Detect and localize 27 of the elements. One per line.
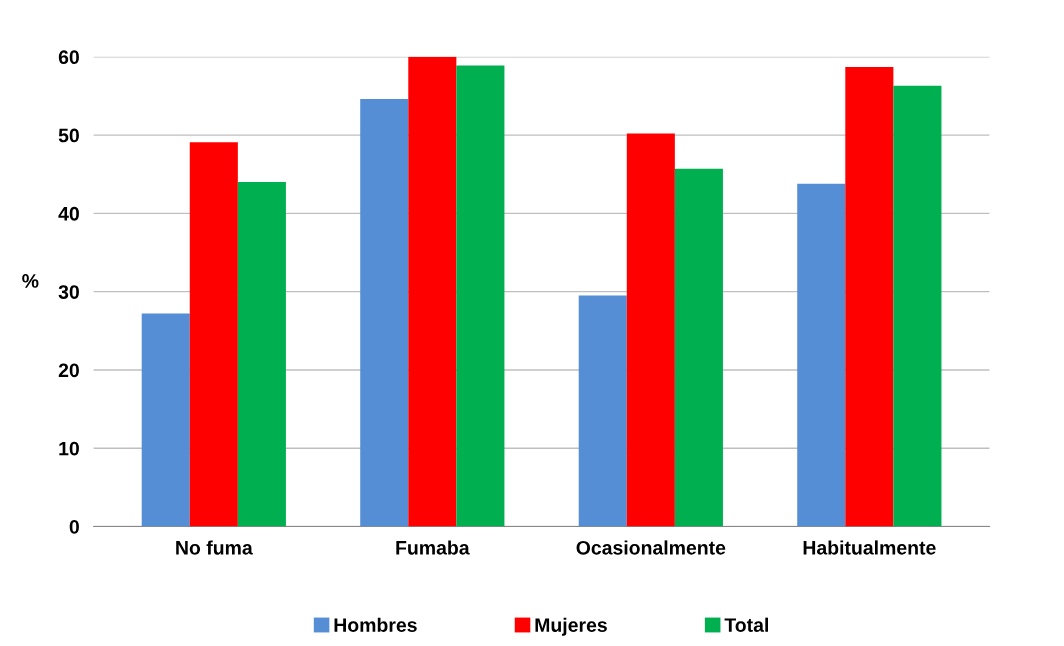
- legend-label: Mujeres: [535, 617, 607, 636]
- x-tick-label: Ocasionalmente: [576, 540, 726, 555]
- x-tick-label: No fuma: [176, 540, 253, 555]
- bar: [237, 182, 286, 527]
- y-tick-label: 40: [58, 206, 79, 221]
- bar: [141, 313, 190, 527]
- y-tick-label: 0: [69, 519, 79, 534]
- bar: [189, 142, 238, 527]
- legend-label: Hombres: [334, 617, 417, 632]
- x-tick-label: Fumaba: [396, 540, 470, 555]
- bar: [578, 295, 627, 527]
- bar: [893, 85, 942, 527]
- y-axis-title: %: [22, 274, 39, 288]
- y-tick-label: 20: [58, 363, 79, 378]
- bar: [626, 133, 675, 527]
- bar: [845, 67, 894, 527]
- bar: [456, 65, 505, 527]
- bar: [360, 99, 409, 527]
- x-tick-label: Habitualmente: [803, 540, 936, 555]
- y-tick-label: 10: [59, 441, 79, 456]
- bar: [797, 183, 846, 527]
- legend-label: Total: [724, 617, 768, 632]
- y-tick-label: 30: [58, 285, 79, 299]
- bar: [408, 56, 457, 527]
- bar: [674, 168, 723, 527]
- y-tick-label: 50: [58, 128, 79, 143]
- y-tick-label: 60: [58, 50, 79, 65]
